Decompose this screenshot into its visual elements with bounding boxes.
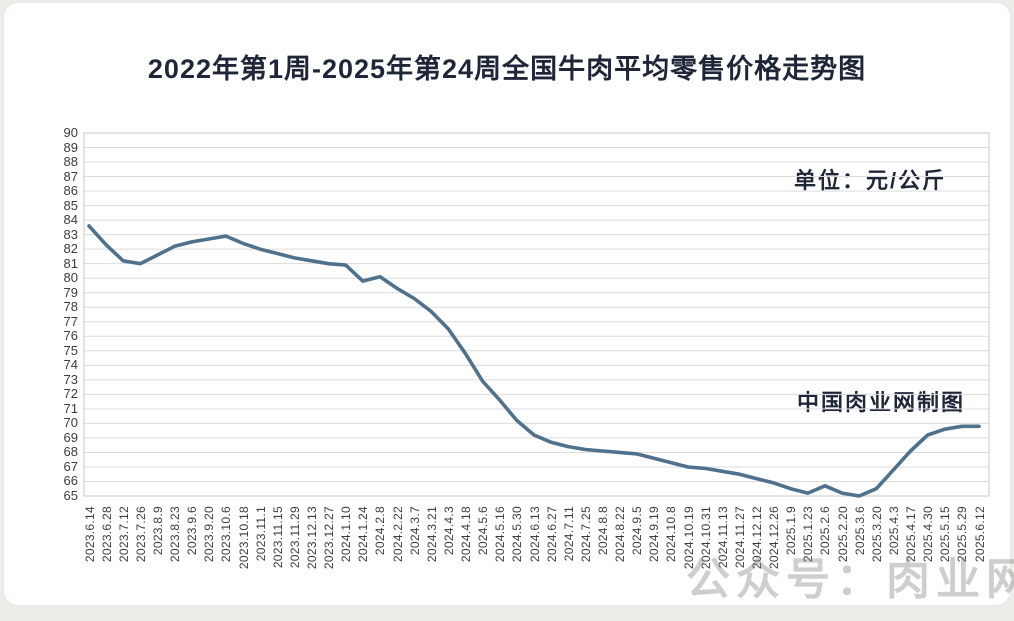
x-tick-label: 2023.12.13 [305, 506, 319, 570]
x-tick-label: 2024.3.7 [407, 506, 422, 556]
y-tick-label: 87 [63, 168, 78, 184]
x-tick-label: 2024.5.6 [476, 506, 491, 556]
y-tick-label: 67 [63, 458, 78, 474]
y-tick-label: 85 [63, 197, 78, 213]
x-tick-label: 2023.6.28 [99, 506, 114, 563]
x-tick-label: 2024.3.21 [424, 506, 439, 563]
x-tick-label: 2023.10.6 [219, 506, 234, 563]
chart-card: 2022年第1周-2025年第24周全国牛肉平均零售价格走势图 单位：元/公斤 … [4, 3, 1014, 605]
y-tick-label: 78 [63, 299, 78, 315]
watermark-text: 公众号：肉业网 [686, 555, 1014, 604]
x-tick-label: 2024.4.3 [441, 506, 456, 556]
price-line-chart [83, 132, 990, 498]
x-tick-label: 2023.9.20 [202, 506, 217, 563]
x-tick-label: 2023.8.9 [150, 506, 165, 556]
x-tick-label: 2024.7.25 [578, 506, 593, 563]
x-tick-label: 2023.11.29 [287, 506, 302, 569]
y-tick-label: 80 [63, 270, 78, 286]
y-tick-label: 84 [63, 212, 78, 228]
x-tick-label: 2024.5.16 [493, 506, 508, 563]
y-tick-label: 72 [63, 386, 78, 402]
x-tick-label: 2023.8.23 [168, 506, 183, 563]
x-tick-label: 2024.7.11 [561, 506, 576, 562]
x-tick-label: 2024.1.10 [339, 506, 354, 563]
x-tick-label: 2024.1.24 [356, 506, 371, 563]
y-tick-label: 76 [63, 328, 78, 344]
x-tick-label: 2023.7.12 [116, 506, 131, 563]
y-tick-label: 69 [63, 429, 78, 445]
y-tick-label: 66 [63, 473, 78, 489]
x-tick-label: 2023.6.14 [82, 506, 97, 563]
y-tick-label: 73 [63, 371, 78, 387]
x-tick-label: 2023.11.15 [270, 506, 285, 569]
unit-annotation: 单位：元/公斤 [794, 168, 947, 193]
x-tick-label: 2023.10.18 [236, 506, 251, 570]
x-tick-label: 2024.8.22 [613, 506, 628, 563]
y-tick-label: 88 [63, 154, 78, 170]
x-tick-label: 2023.11.1 [253, 506, 268, 562]
x-tick-label: 2023.9.6 [185, 506, 200, 556]
chart-title: 2022年第1周-2025年第24周全国牛肉平均零售价格走势图 [147, 54, 867, 84]
y-tick-label: 82 [63, 241, 78, 257]
x-tick-label: 2024.5.30 [510, 506, 525, 563]
x-tick-label: 2024.10.8 [664, 506, 679, 563]
x-tick-label: 2024.6.27 [544, 506, 559, 563]
x-tick-label: 2023.12.27 [322, 506, 337, 570]
y-tick-label: 70 [63, 415, 78, 431]
x-tick-label: 2024.9.5 [630, 506, 645, 556]
y-tick-label: 83 [63, 226, 78, 242]
x-tick-label: 2023.7.26 [133, 506, 148, 563]
y-tick-label: 75 [63, 342, 78, 358]
y-tick-label: 71 [63, 400, 78, 416]
x-tick-label: 2024.4.18 [459, 506, 474, 563]
y-tick-label: 81 [63, 255, 78, 271]
x-tick-label: 2024.9.19 [647, 506, 662, 563]
x-tick-label: 2024.8.8 [595, 506, 610, 556]
y-tick-label: 68 [63, 444, 78, 460]
x-tick-label: 2024.2.22 [390, 506, 405, 563]
y-tick-label: 77 [63, 313, 78, 329]
y-tick-label: 89 [63, 139, 78, 155]
y-tick-label: 74 [63, 357, 78, 373]
y-tick-label: 65 [63, 488, 78, 503]
y-tick-label: 90 [63, 125, 78, 140]
y-tick-label: 86 [63, 183, 78, 199]
x-tick-label: 2024.6.13 [527, 506, 542, 563]
y-tick-label: 79 [63, 284, 78, 300]
x-tick-label: 2024.2.8 [373, 506, 388, 556]
